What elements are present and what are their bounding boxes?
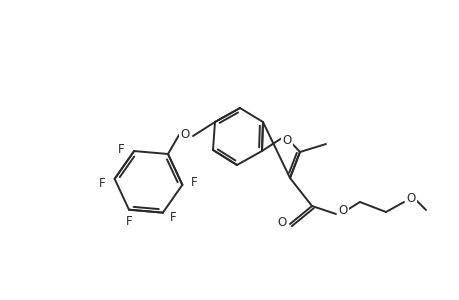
- Text: O: O: [282, 134, 291, 146]
- Text: O: O: [338, 205, 347, 218]
- Text: F: F: [190, 176, 197, 189]
- Text: F: F: [118, 142, 124, 155]
- Text: F: F: [125, 215, 132, 228]
- Text: O: O: [180, 128, 189, 140]
- Text: O: O: [277, 215, 286, 229]
- Text: F: F: [99, 177, 106, 190]
- Text: O: O: [405, 193, 415, 206]
- Text: F: F: [169, 211, 176, 224]
